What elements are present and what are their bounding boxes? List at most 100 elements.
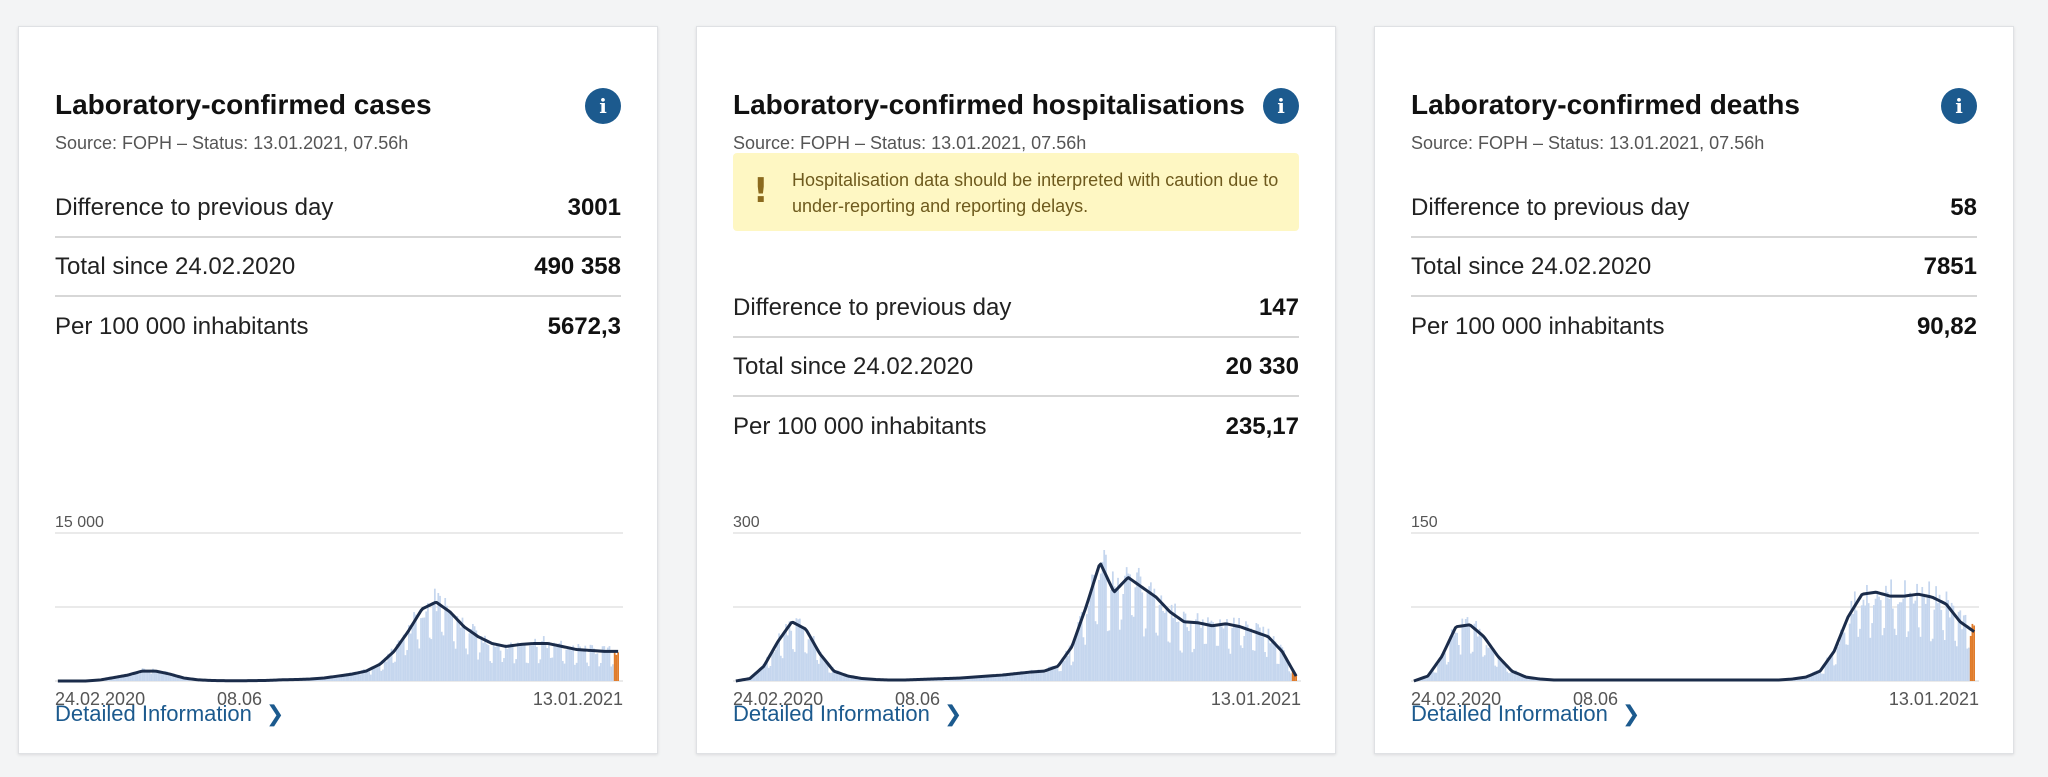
bar — [849, 676, 851, 681]
bar — [1170, 604, 1173, 681]
bar — [1857, 636, 1860, 681]
bar — [1096, 624, 1099, 681]
bar — [999, 675, 1002, 681]
info-icon[interactable]: i — [1263, 88, 1299, 124]
detailed-information-link[interactable]: Detailed Information ❯ — [733, 701, 962, 727]
bar — [956, 678, 959, 681]
bar — [1497, 655, 1500, 681]
bar — [117, 677, 120, 681]
bar — [1897, 604, 1899, 681]
bar — [1035, 671, 1038, 681]
bar — [762, 663, 765, 681]
bar — [148, 671, 151, 681]
bar — [1815, 670, 1818, 681]
bar — [764, 663, 767, 681]
bar — [1452, 635, 1455, 681]
bar — [468, 633, 471, 681]
bar — [1037, 669, 1040, 681]
bar — [430, 639, 433, 681]
bar — [1046, 670, 1048, 681]
trend-line — [735, 562, 1298, 683]
bar — [1881, 635, 1884, 681]
info-icon[interactable]: i — [585, 88, 621, 124]
bar — [447, 611, 450, 681]
bar — [560, 640, 562, 681]
bar — [134, 671, 137, 681]
stat-row-per-100k: Per 100 000 inhabitants 90,82 — [1411, 297, 1977, 356]
bar — [371, 668, 374, 681]
bar — [1430, 672, 1433, 681]
bar — [401, 640, 403, 681]
bar — [1191, 652, 1194, 681]
detailed-information-link[interactable]: Detailed Information ❯ — [55, 701, 284, 727]
bar — [389, 653, 391, 681]
incomplete-bar — [1293, 673, 1296, 681]
bar — [584, 645, 587, 681]
bar — [1917, 627, 1920, 681]
detailed-information-link[interactable]: Detailed Information ❯ — [1411, 701, 1640, 727]
bar — [1954, 640, 1956, 681]
bar — [1243, 636, 1246, 681]
bar — [520, 643, 523, 681]
bar — [1456, 632, 1458, 681]
bar — [176, 676, 179, 681]
bar — [1290, 673, 1292, 681]
bar — [1817, 673, 1820, 681]
bar — [1110, 589, 1112, 681]
bar — [511, 645, 514, 681]
bar — [755, 671, 758, 681]
bar — [1222, 628, 1225, 681]
info-icon[interactable]: i — [1941, 88, 1977, 124]
bar — [1859, 628, 1861, 681]
bar — [811, 639, 813, 681]
bar — [1210, 620, 1213, 681]
bar — [1156, 635, 1159, 681]
x-tick-label: 13.01.2021 — [1211, 689, 1301, 705]
bar — [1437, 664, 1439, 681]
bar — [1061, 657, 1064, 681]
bar — [1475, 621, 1477, 681]
bar — [428, 637, 431, 681]
bar — [1876, 594, 1879, 681]
bar — [594, 654, 597, 681]
bar — [1105, 554, 1107, 681]
bar — [1504, 663, 1507, 681]
bar — [1117, 577, 1119, 681]
bar — [1269, 643, 1272, 681]
bar — [1136, 572, 1138, 681]
bar — [1814, 671, 1816, 681]
bar — [1840, 629, 1842, 681]
bar — [133, 673, 135, 681]
bar — [1165, 605, 1168, 681]
bar — [1067, 656, 1069, 681]
bar — [499, 650, 502, 681]
bar — [387, 653, 390, 681]
bar — [807, 639, 810, 681]
bar — [1092, 574, 1095, 681]
bar — [1253, 650, 1256, 681]
y-tick-label: 15 000 — [55, 514, 104, 531]
bar — [1239, 645, 1242, 681]
bar — [1274, 641, 1277, 681]
bar — [1926, 597, 1929, 681]
bar — [1060, 671, 1062, 681]
bar — [1163, 612, 1166, 681]
bar — [1004, 674, 1007, 681]
bar — [1250, 628, 1253, 681]
bar — [971, 677, 974, 681]
bar — [326, 677, 329, 681]
bar — [1130, 615, 1133, 681]
stat-value: 90,82 — [1916, 312, 1977, 340]
bar — [1094, 621, 1097, 681]
bar — [1883, 627, 1886, 681]
chevron-right-icon: ❯ — [943, 701, 963, 727]
link-label: Detailed Information — [733, 701, 930, 726]
bar — [1867, 603, 1870, 681]
bar — [1283, 650, 1285, 681]
bar — [567, 647, 569, 681]
bar — [1284, 658, 1287, 681]
bar — [805, 653, 808, 681]
bar — [1272, 636, 1275, 681]
bar — [456, 616, 459, 681]
bar — [338, 674, 341, 681]
